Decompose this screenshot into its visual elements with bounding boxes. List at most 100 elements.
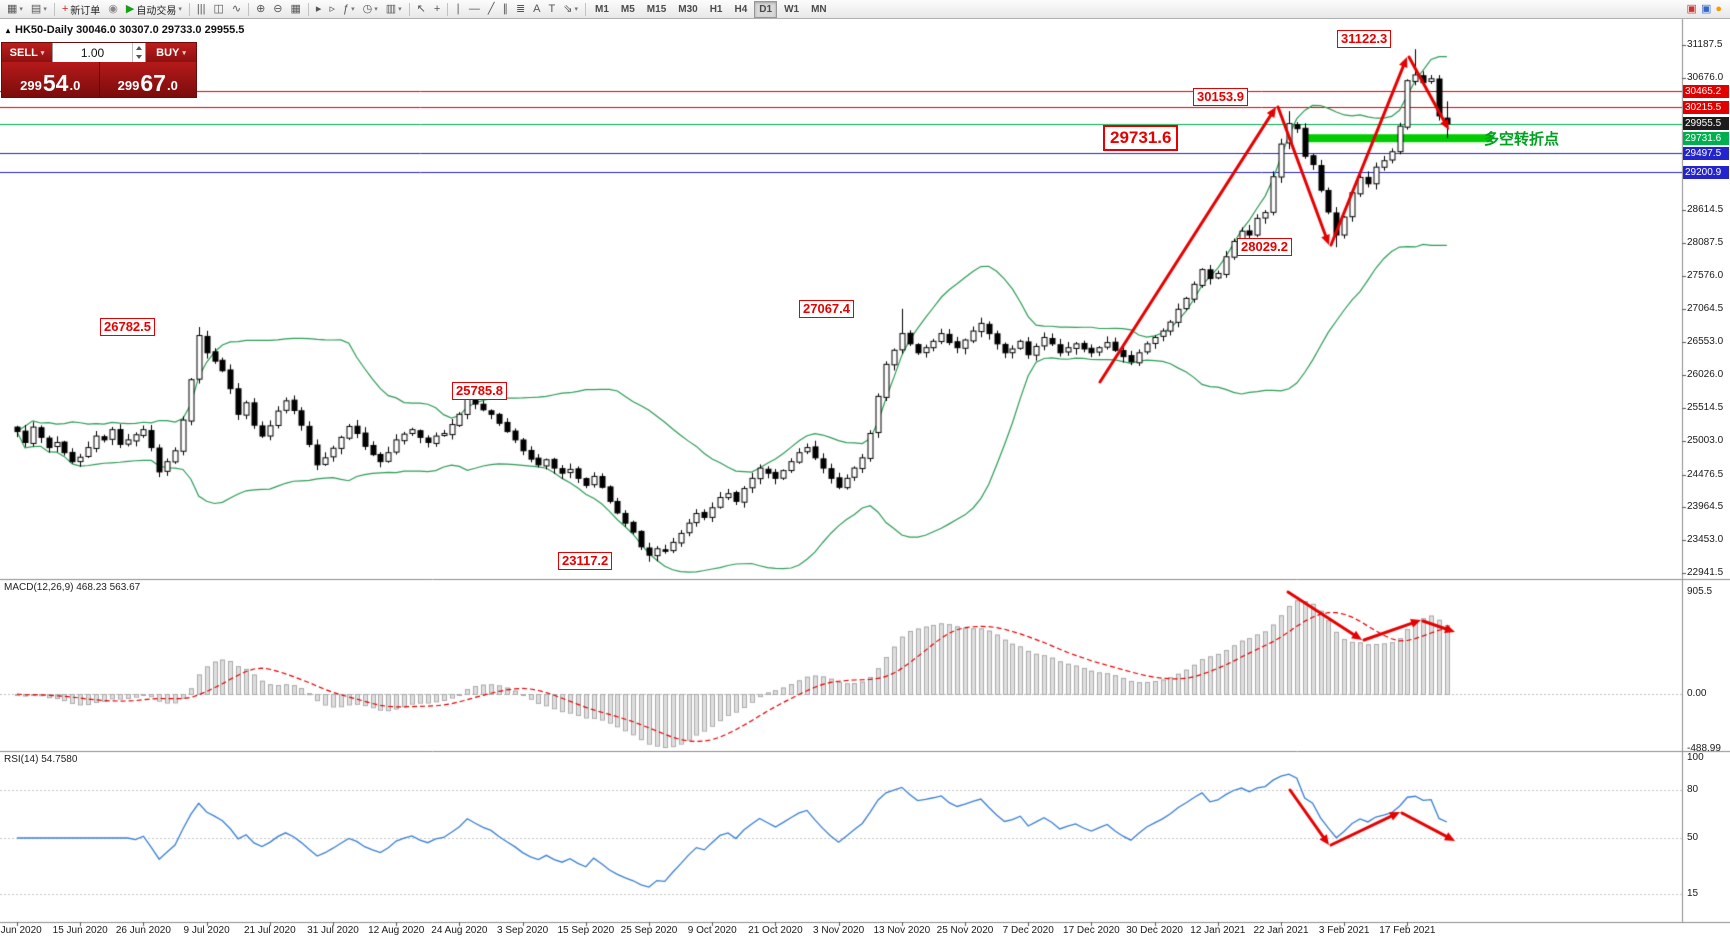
lot-decrease-button[interactable] — [133, 53, 145, 63]
notification-dot-icon[interactable]: ● — [1715, 3, 1722, 15]
price-axis-label: 23453.0 — [1687, 534, 1724, 546]
lot-size-stepper[interactable] — [132, 43, 145, 62]
price-axis-marker: 29955.5 — [1683, 117, 1729, 131]
tile-windows-icon[interactable]: ▦ — [287, 0, 305, 18]
mql5-community-icon[interactable]: ◉ — [104, 0, 122, 18]
price-axis-label: 28614.5 — [1687, 203, 1724, 215]
macd-axis-label: 0.00 — [1687, 688, 1707, 699]
vertical-line-icon[interactable]: ∣ — [451, 0, 465, 18]
chart-profiles-icon[interactable]: ▤ ▾ — [27, 0, 51, 18]
channel-icon[interactable]: ∥ — [498, 0, 512, 18]
date-axis-label: 15 Sep 2020 — [557, 925, 615, 936]
sell-dropdown-caret-icon: ▾ — [40, 49, 45, 57]
price-annotation-label[interactable]: 28029.2 — [1237, 238, 1292, 256]
new-chart-icon-glyph: ▦ — [7, 3, 18, 15]
indicators-icon[interactable]: ƒ ▾ — [339, 0, 359, 18]
line-chart-icon[interactable]: ∿ — [228, 0, 245, 18]
timeframe-d1-button[interactable]: D1 — [754, 0, 778, 18]
lot-size-input[interactable]: 1.00 — [52, 43, 146, 62]
fibonacci-icon[interactable]: ≣ — [512, 0, 529, 18]
chart-shift-icon[interactable]: ▹ — [325, 0, 339, 18]
dropdown-caret-icon: ▾ — [178, 6, 182, 13]
timeframe-w1-button[interactable]: W1 — [784, 3, 800, 15]
toolbar-separator — [53, 2, 55, 16]
buy-button[interactable]: BUY ▾ — [146, 43, 196, 62]
price-axis-label: 27576.0 — [1687, 270, 1724, 282]
lot-size-value: 1.00 — [80, 45, 105, 60]
buy-price-decimal: .0 — [166, 78, 178, 93]
timeframe-h1-button[interactable]: H1 — [709, 3, 723, 15]
dropdown-caret-icon: ▾ — [19, 6, 23, 13]
price-annotation-label[interactable]: 30153.9 — [1193, 88, 1248, 106]
toolbar-separator — [188, 2, 190, 16]
autotrading-button[interactable]: ▶ 自动交易 ▾ — [122, 0, 186, 18]
timeframe-m15-button[interactable]: M15 — [646, 3, 667, 15]
macd-axis-label: 905.5 — [1687, 586, 1713, 597]
price-annotation-label[interactable]: 26782.5 — [100, 318, 155, 336]
arrows-icon[interactable]: ⇘ ▾ — [559, 0, 582, 18]
trendline-icon[interactable]: ╱ — [484, 0, 499, 18]
price-annotation-label[interactable]: 27067.4 — [799, 300, 854, 318]
auto-scroll-icon[interactable]: ▸ — [312, 0, 326, 18]
zoom-out-icon[interactable]: ⊖ — [269, 0, 286, 18]
price-axis-label: 31187.5 — [1687, 39, 1723, 50]
alerts-icon[interactable]: ▣ — [1686, 3, 1697, 15]
autotrading-button-glyph: ▶ — [125, 3, 135, 15]
bar-chart-icon[interactable]: ||| — [193, 0, 210, 18]
sell-price-decimal: .0 — [69, 78, 81, 93]
date-axis-label: 31 Jul 2020 — [307, 925, 359, 936]
cursor-icon[interactable]: ↖ — [413, 0, 430, 18]
zoom-in-icon[interactable]: ⊕ — [252, 0, 269, 18]
timeframe-h4-button[interactable]: H4 — [734, 3, 748, 15]
label-icon[interactable]: T — [545, 0, 560, 18]
lot-increase-button[interactable] — [133, 43, 145, 53]
crosshair-icon[interactable]: + — [430, 0, 444, 18]
buy-dropdown-caret-icon: ▾ — [182, 49, 186, 57]
fibonacci-icon-glyph: ≣ — [515, 3, 526, 15]
price-axis-marker: 30215.5 — [1683, 100, 1729, 114]
price-annotation-label[interactable]: 29731.6 — [1103, 125, 1179, 151]
timeframe-m30-button[interactable]: M30 — [678, 3, 698, 15]
buy-price[interactable]: 299 67 .0 — [100, 62, 197, 97]
sell-price[interactable]: 299 54 .0 — [2, 62, 100, 97]
price-axis-label: 23964.5 — [1687, 501, 1724, 513]
horizontal-line-icon[interactable]: ― — [465, 0, 484, 18]
date-axis-label: 17 Feb 2021 — [1379, 925, 1436, 936]
price-annotation-label[interactable]: 31122.3 — [1337, 30, 1392, 48]
sell-price-prefix: 299 — [20, 78, 42, 93]
text-icon[interactable]: A — [529, 0, 544, 18]
templates-icon-glyph: ▥ — [385, 3, 397, 15]
periods-icon[interactable]: ◷ ▾ — [359, 0, 382, 18]
sell-button[interactable]: SELL ▾ — [2, 43, 52, 62]
price-axis-label: 25003.0 — [1687, 435, 1724, 446]
date-axis-label: 26 Jun 2020 — [115, 925, 171, 936]
mql5-community-icon-glyph: ◉ — [108, 3, 118, 15]
timeframe-mn-button[interactable]: MN — [811, 3, 827, 15]
auto-scroll-icon-glyph: ▸ — [315, 3, 322, 15]
new-chart-icon[interactable]: ▦ ▾ — [3, 0, 27, 18]
price-annotation-label[interactable]: 25785.8 — [452, 382, 507, 400]
price-axis-marker: 29731.6 — [1683, 131, 1729, 145]
new-order-button[interactable]: + 新订单 — [58, 0, 104, 18]
date-axis-label: 9 Oct 2020 — [687, 925, 737, 936]
window-marker-icon: ▴ — [6, 25, 11, 35]
candlestick-chart-icon[interactable]: ◫ — [209, 0, 227, 18]
price-axis-label: 22941.5 — [1687, 567, 1724, 578]
timeframe-m5-button[interactable]: M5 — [620, 3, 635, 15]
mailbox-icon[interactable]: ▣ — [1700, 3, 1712, 15]
price-annotation-label[interactable]: 23117.2 — [558, 552, 613, 570]
timeframe-m1-button[interactable]: M1 — [594, 3, 609, 15]
macd-indicator-label: MACD(12,26,9) 468.23 563.67 — [4, 582, 141, 593]
vertical-line-icon-glyph: ∣ — [455, 3, 461, 15]
date-axis-label: 30 Dec 2020 — [1126, 925, 1183, 936]
rsi-axis-label: 15 — [1687, 888, 1699, 899]
chart-ohlc-title: ▴ HK50-Daily 30046.0 30307.0 29733.0 299… — [6, 24, 244, 36]
dropdown-caret-icon: ▾ — [398, 6, 402, 13]
templates-icon[interactable]: ▥ ▾ — [382, 0, 406, 18]
turning-point-label[interactable]: 多空转折点 — [1484, 131, 1560, 148]
tile-windows-icon-glyph: ▦ — [290, 3, 301, 15]
new-order-button-text: 新订单 — [70, 5, 101, 17]
date-axis-label: 17 Dec 2020 — [1063, 925, 1120, 936]
